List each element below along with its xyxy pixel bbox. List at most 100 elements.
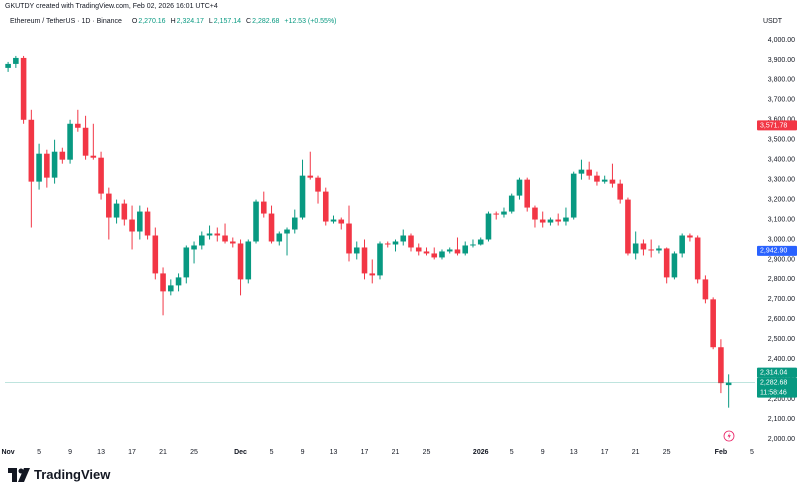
candle-body	[656, 248, 662, 251]
candle-body	[67, 123, 73, 160]
x-tick-label: 17	[361, 449, 369, 456]
y-tick-label: 2,500.00	[768, 336, 795, 343]
price-change: +12.53 (+0.55%)	[284, 18, 337, 25]
candle-body	[160, 273, 166, 292]
candle-body	[508, 195, 515, 212]
y-tick-label: 3,200.00	[768, 196, 795, 203]
y-tick-label: 2,000.00	[768, 436, 795, 443]
candle-body	[462, 245, 469, 254]
candle-body	[51, 151, 58, 178]
candle-body	[20, 57, 27, 120]
y-tick-label: 3,300.00	[768, 176, 795, 183]
candle-body	[245, 241, 252, 280]
candle-body	[276, 233, 283, 242]
candle-body	[299, 175, 306, 218]
candle-body	[113, 203, 120, 218]
candle-body	[547, 219, 554, 223]
candle-body	[431, 253, 438, 258]
y-tick-label: 2,700.00	[768, 296, 795, 303]
candle-body	[36, 153, 42, 182]
x-tick-label: 5	[750, 449, 754, 456]
candle-body	[702, 279, 709, 300]
candle-body	[253, 201, 259, 242]
y-tick-label: 2,100.00	[768, 416, 795, 423]
y-tick-label: 3,900.00	[768, 57, 795, 64]
y-tick-label: 3,000.00	[768, 236, 795, 243]
candle-body	[601, 179, 608, 182]
candle-body	[144, 211, 151, 236]
candle-body	[59, 151, 66, 160]
candle-body	[415, 247, 422, 252]
x-tick-label: Dec	[234, 449, 247, 456]
candle-body	[129, 219, 135, 232]
price-tag	[757, 377, 797, 398]
candle-body	[353, 247, 360, 254]
candle-body	[361, 247, 368, 274]
price-tag-label: 2,942.90	[760, 248, 787, 255]
x-tick-label: 21	[392, 449, 400, 456]
candle-body	[671, 253, 678, 278]
candle-body	[663, 248, 670, 278]
ohlc-key: H	[170, 18, 176, 25]
x-tick-label: 25	[423, 449, 431, 456]
candle-body	[206, 233, 213, 236]
candle-body	[408, 235, 414, 248]
unit: USDT	[763, 18, 783, 25]
candle-body	[493, 213, 500, 215]
brand-logo: TradingView	[8, 467, 110, 482]
candle-body	[594, 175, 600, 182]
candle-body	[485, 213, 492, 240]
candle-body	[82, 127, 89, 156]
candle-body	[578, 169, 585, 174]
price-tag-label: 3,571.78	[760, 122, 787, 129]
candle-body	[291, 217, 298, 230]
candle-body	[106, 193, 112, 218]
price-tag	[757, 367, 797, 378]
price-tag	[757, 120, 797, 131]
candle-body	[392, 241, 399, 245]
candle-body	[539, 219, 546, 223]
candle-body	[570, 173, 577, 218]
candle-body	[524, 179, 530, 208]
candle-body	[268, 213, 275, 242]
ohlc-key: C	[246, 18, 252, 25]
candle-body	[338, 219, 345, 224]
candle-body	[718, 347, 724, 384]
brand-name: TradingView	[34, 467, 111, 482]
x-tick-label: Nov	[1, 449, 14, 456]
x-tick-label: 9	[541, 449, 545, 456]
candle-body	[90, 155, 97, 158]
candle-body	[470, 244, 476, 246]
price-tag-label: 2,314.04	[760, 369, 787, 376]
candle-body	[617, 183, 623, 200]
y-tick-label: 3,400.00	[768, 157, 795, 164]
candle-body	[307, 175, 314, 178]
candle-body	[377, 243, 383, 276]
ohlc-key: L	[208, 18, 213, 25]
candle-body	[625, 199, 631, 254]
candle-body	[222, 235, 228, 242]
candle-body	[75, 123, 81, 128]
x-tick-label: 2026	[473, 449, 489, 456]
x-tick-label: 17	[601, 449, 609, 456]
created-note: GKUTDY created with TradingView.com, Feb…	[5, 3, 218, 10]
symbol: Ethereum / TetherUS · 1D · Binance	[10, 18, 122, 25]
x-tick-label: 5	[270, 449, 274, 456]
y-tick-label: 4,000.00	[768, 37, 795, 44]
candle-body	[563, 217, 569, 222]
x-tick-label: 17	[128, 449, 136, 456]
alert-icon	[723, 430, 735, 442]
candle-body	[322, 191, 329, 222]
candle-body	[237, 243, 244, 280]
candle-body	[609, 179, 616, 184]
x-tick-label: 21	[159, 449, 167, 456]
candle-body	[175, 277, 182, 286]
candle-body	[632, 243, 639, 254]
candle-body	[477, 239, 484, 245]
candle-body	[5, 63, 11, 68]
candle-body	[400, 235, 407, 242]
candle-body	[199, 235, 205, 246]
candle-body	[454, 249, 461, 254]
